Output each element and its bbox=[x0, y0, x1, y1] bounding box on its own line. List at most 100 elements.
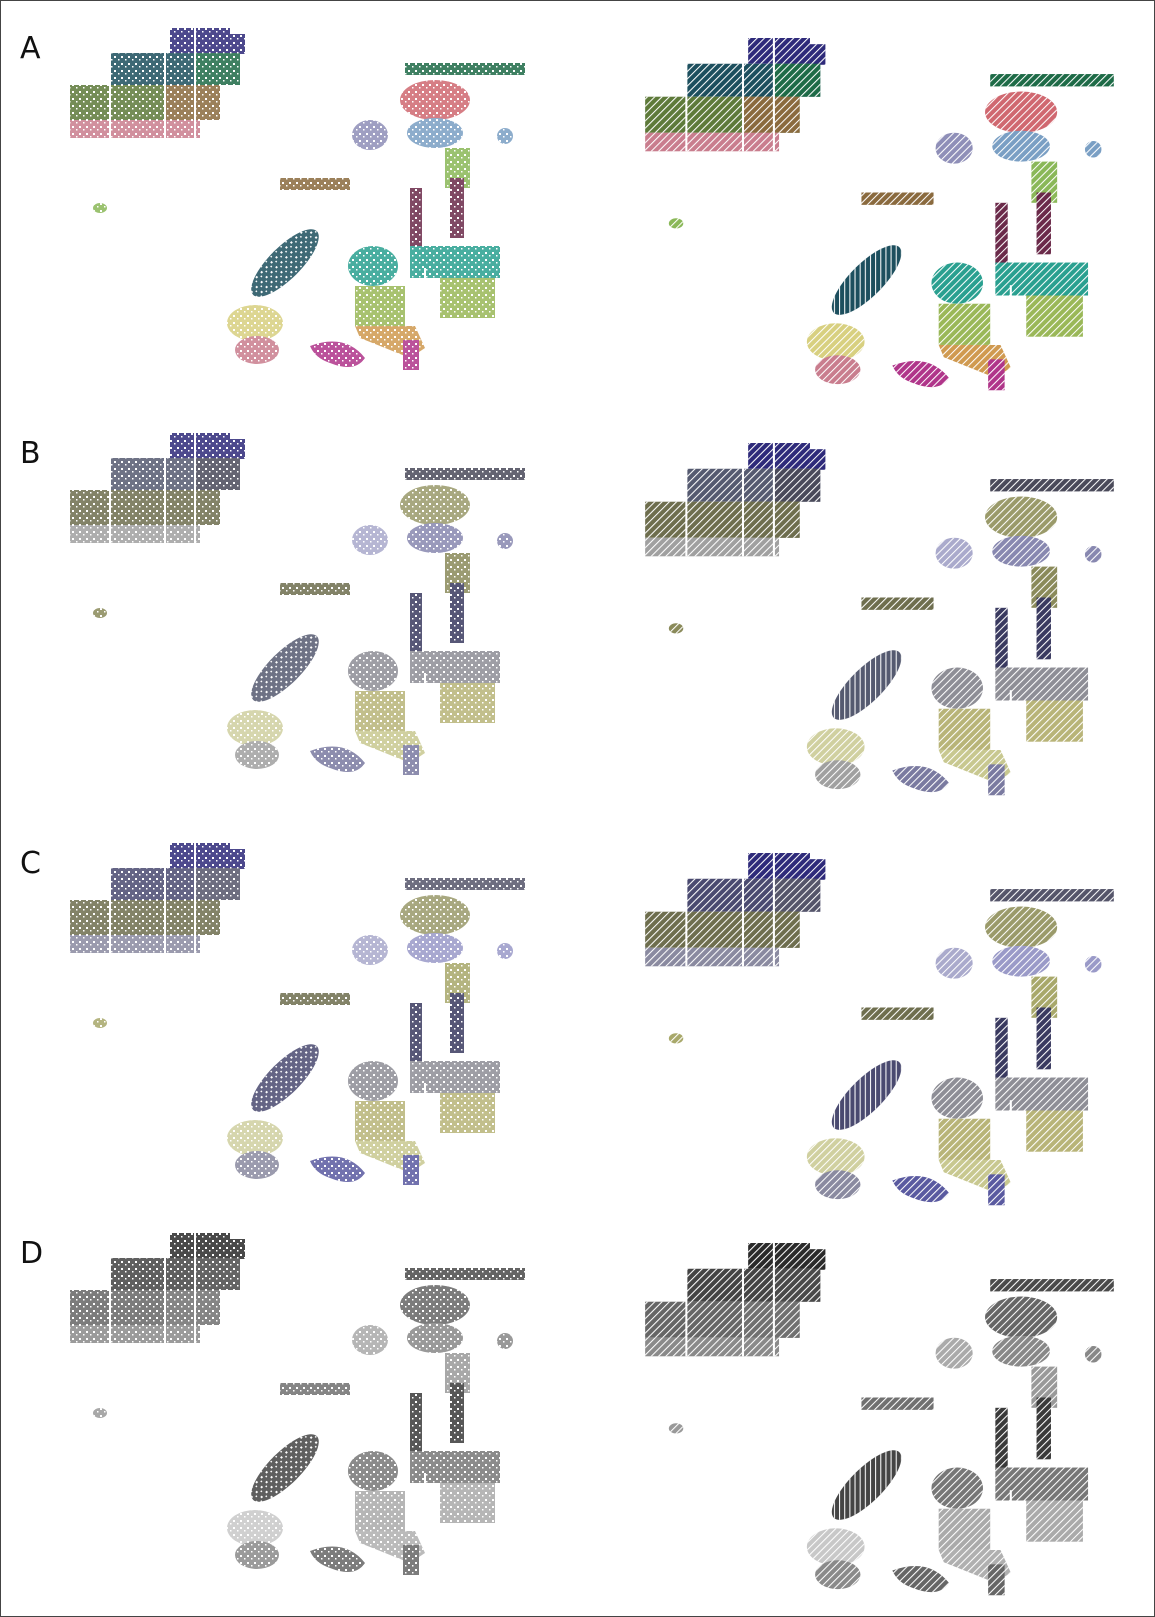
texture bbox=[645, 538, 779, 557]
texture bbox=[810, 859, 825, 880]
texture bbox=[407, 1323, 463, 1353]
texture bbox=[165, 85, 220, 120]
texture bbox=[195, 458, 240, 490]
texture bbox=[822, 1441, 911, 1530]
texture bbox=[645, 948, 779, 967]
texture bbox=[242, 1035, 328, 1121]
texture bbox=[70, 120, 200, 138]
texture bbox=[988, 1564, 1004, 1595]
texture bbox=[400, 80, 470, 120]
texture bbox=[227, 1120, 283, 1156]
texture bbox=[861, 1008, 933, 1020]
texture bbox=[93, 203, 107, 213]
texture bbox=[230, 34, 245, 54]
texture bbox=[235, 336, 279, 364]
texture bbox=[774, 64, 820, 97]
texture bbox=[400, 485, 470, 525]
texture bbox=[815, 1560, 860, 1589]
texture bbox=[995, 1018, 1007, 1080]
texture bbox=[995, 668, 1088, 701]
texture bbox=[310, 1547, 365, 1572]
texture bbox=[822, 236, 911, 325]
texture bbox=[988, 1174, 1004, 1205]
texture bbox=[165, 490, 220, 525]
texture bbox=[165, 900, 220, 935]
segmentation-map bbox=[70, 28, 525, 370]
texture bbox=[748, 443, 810, 469]
texture bbox=[410, 1393, 422, 1453]
segmentation-map-hatched bbox=[645, 1243, 1114, 1595]
texture bbox=[230, 1239, 245, 1259]
texture bbox=[280, 993, 350, 1005]
texture bbox=[405, 1268, 525, 1280]
texture bbox=[815, 1170, 860, 1199]
texture bbox=[440, 1093, 495, 1133]
texture bbox=[230, 849, 245, 869]
texture bbox=[410, 1451, 500, 1483]
texture bbox=[748, 1243, 810, 1269]
texture bbox=[939, 1119, 991, 1160]
texture bbox=[410, 1003, 422, 1063]
texture bbox=[1037, 193, 1051, 255]
texture bbox=[810, 449, 825, 470]
texture bbox=[1026, 1111, 1083, 1152]
texture bbox=[822, 641, 911, 730]
segmentation-map-hatched bbox=[645, 853, 1114, 1205]
texture bbox=[440, 683, 495, 723]
frame bbox=[1, 1, 1155, 1617]
texture bbox=[743, 502, 800, 538]
texture bbox=[410, 593, 422, 653]
texture bbox=[815, 355, 860, 384]
texture bbox=[774, 1269, 820, 1302]
texture bbox=[931, 668, 983, 709]
texture bbox=[280, 178, 350, 190]
texture bbox=[1037, 1008, 1051, 1070]
texture bbox=[310, 1157, 365, 1182]
texture bbox=[242, 625, 328, 711]
texture bbox=[892, 1566, 949, 1592]
texture bbox=[995, 1408, 1007, 1470]
texture bbox=[1085, 956, 1101, 972]
texture bbox=[497, 1333, 513, 1349]
texture bbox=[931, 1468, 983, 1509]
texture bbox=[995, 203, 1007, 265]
texture bbox=[774, 879, 820, 912]
texture bbox=[669, 623, 683, 633]
segmentation-map bbox=[70, 433, 525, 775]
texture bbox=[410, 651, 500, 683]
texture bbox=[748, 38, 810, 64]
texture bbox=[400, 1285, 470, 1325]
texture bbox=[1026, 296, 1083, 337]
texture bbox=[405, 468, 525, 480]
texture bbox=[310, 342, 365, 367]
texture bbox=[807, 1138, 865, 1175]
texture bbox=[861, 598, 933, 610]
panel-label: B bbox=[20, 436, 41, 471]
texture bbox=[195, 868, 240, 900]
texture bbox=[355, 1101, 405, 1141]
segmentation-map-hatched bbox=[645, 443, 1114, 795]
texture bbox=[990, 889, 1114, 901]
texture bbox=[242, 220, 328, 306]
texture bbox=[497, 533, 513, 549]
texture bbox=[990, 479, 1114, 491]
texture bbox=[355, 1491, 405, 1531]
texture bbox=[407, 933, 463, 963]
texture bbox=[669, 1423, 683, 1433]
texture bbox=[440, 278, 495, 318]
texture bbox=[995, 263, 1088, 296]
texture bbox=[170, 843, 230, 868]
texture bbox=[405, 878, 525, 890]
texture bbox=[743, 912, 800, 948]
texture bbox=[822, 1051, 911, 1140]
texture bbox=[810, 44, 825, 65]
texture bbox=[743, 1302, 800, 1338]
texture bbox=[669, 1033, 683, 1043]
texture bbox=[939, 304, 991, 345]
texture bbox=[93, 1018, 107, 1028]
texture bbox=[1085, 546, 1101, 562]
panel-label: D bbox=[20, 1236, 43, 1271]
texture bbox=[810, 1249, 825, 1270]
texture bbox=[645, 133, 779, 152]
texture bbox=[70, 525, 200, 543]
